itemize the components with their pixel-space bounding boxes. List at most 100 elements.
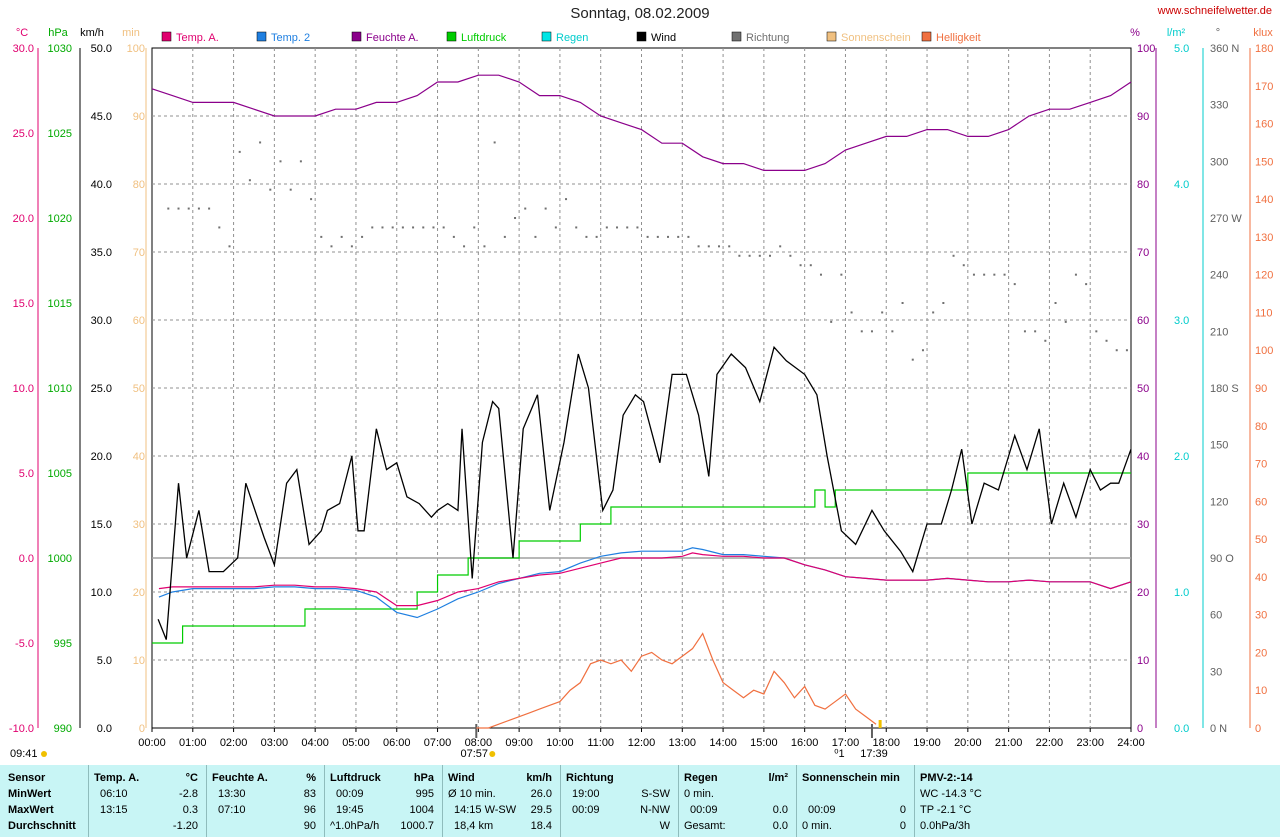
direction-point	[605, 226, 608, 229]
legend-swatch	[921, 31, 932, 42]
rain-axis-tick: 0.0	[1174, 723, 1189, 735]
direction-point	[870, 330, 873, 333]
direction-point	[391, 226, 394, 229]
stats-temp-unit: °C	[185, 772, 198, 784]
time-note-left: 09:41	[10, 748, 38, 760]
light-axis-tick: 160	[1255, 119, 1273, 131]
direction-point	[340, 235, 343, 238]
direction-point	[667, 235, 670, 238]
direction-point	[585, 235, 588, 238]
light-axis-tick: 150	[1255, 156, 1273, 168]
direction-axis-tick: 60	[1210, 610, 1222, 622]
direction-point	[636, 226, 639, 229]
stats-direction-max: N-NW	[640, 804, 670, 816]
direction-point	[1054, 302, 1057, 304]
x-tick-label: 01:00	[179, 737, 207, 749]
stats-humidity-avg: 90	[303, 820, 316, 832]
direction-point	[167, 207, 170, 210]
direction-point	[983, 273, 986, 276]
stats-humidity-column: Feuchte A. % 13:30 83 07:10 96 90	[206, 765, 324, 837]
direction-point	[1044, 339, 1047, 342]
direction-point	[473, 226, 476, 229]
stats-direction-column: Richtung 19:00 S-SW 00:09 N-NW W	[560, 765, 678, 837]
stats-sunshine-max-time: 00:09	[808, 804, 836, 816]
stats-rain-duration: 0 min.	[684, 788, 714, 800]
x-tick-label: 08:00	[465, 737, 493, 749]
direction-point	[768, 254, 771, 257]
stats-direction-max-time: 00:09	[572, 804, 600, 816]
direction-point	[248, 179, 251, 182]
stats-wind-avg10: 26.0	[530, 788, 552, 800]
wind-axis-tick: 5.0	[97, 655, 112, 667]
x-tick-label: 13:00	[669, 737, 697, 749]
sun-icon	[41, 751, 47, 757]
humidity-axis-tick: 100	[1137, 43, 1155, 55]
stats-pressure-max: 1004	[409, 804, 434, 816]
stats-row-label: MinWert	[8, 788, 52, 800]
stats-wind-column: Wind km/h Ø 10 min. 26.0 14:15 W-SW 29.5…	[442, 765, 560, 837]
stats-sunshine-max: 0	[899, 804, 906, 816]
stats-humidity-min-time: 13:30	[218, 788, 246, 800]
axis-unit-label: km/h	[80, 27, 104, 39]
stats-pressure-min: 995	[415, 788, 434, 800]
stats-rain-total-label: Gesamt:	[684, 820, 726, 832]
wind-axis-tick: 40.0	[91, 179, 112, 191]
rain-axis-tick: 3.0	[1174, 315, 1189, 327]
direction-point	[697, 245, 700, 248]
direction-point	[738, 254, 741, 257]
site-url-link[interactable]: www.schneifelwetter.de	[1157, 5, 1272, 17]
x-tick-label: 12:00	[628, 737, 656, 749]
direction-point	[677, 235, 680, 238]
direction-point	[269, 188, 272, 191]
x-tick-label: 03:00	[261, 737, 289, 749]
direction-point	[595, 235, 598, 238]
direction-axis-tick: 270 W	[1210, 213, 1242, 225]
direction-point	[799, 264, 802, 267]
light-axis-tick: 50	[1255, 534, 1267, 546]
stats-temp-avg: -1.20	[172, 820, 198, 832]
wind-axis-tick: 15.0	[91, 519, 112, 531]
light-axis-tick: 70	[1255, 459, 1267, 471]
temp-axis-tick: 10.0	[13, 383, 34, 395]
humidity-axis-tick: 20	[1137, 587, 1149, 599]
wind-axis-tick: 30.0	[91, 315, 112, 327]
direction-point	[330, 245, 333, 248]
stats-humidity-max: 96	[303, 804, 316, 816]
direction-point	[616, 226, 619, 229]
direction-point	[656, 235, 659, 238]
direction-point	[758, 254, 761, 257]
x-tick-label: 24:00	[1117, 737, 1145, 749]
x-tick-label: 02:00	[220, 737, 248, 749]
direction-point	[921, 349, 924, 352]
stats-direction-avg: W	[659, 820, 670, 832]
sunshine-axis-tick: 30	[133, 519, 145, 531]
direction-point	[830, 320, 833, 323]
stats-pressure-header: Luftdruck	[330, 772, 381, 784]
direction-point	[1034, 330, 1037, 333]
direction-axis-tick: 0 N	[1210, 723, 1227, 735]
sunrise-icon	[489, 751, 496, 757]
x-tick-label: 14:00	[709, 737, 737, 749]
direction-axis-tick: 150	[1210, 440, 1228, 452]
direction-point	[310, 198, 313, 201]
direction-point	[626, 226, 629, 229]
direction-point	[728, 245, 731, 248]
sunshine-axis-tick: 100	[127, 43, 145, 55]
humidity-axis-tick: 40	[1137, 451, 1149, 463]
axis-unit-label: min	[122, 27, 140, 39]
pressure-axis-tick: 1015	[48, 298, 72, 310]
direction-point	[1023, 330, 1026, 333]
direction-point	[748, 254, 751, 257]
direction-point	[819, 273, 822, 276]
helligkeit-series-line	[476, 632, 877, 729]
direction-point	[707, 245, 710, 248]
direction-point	[840, 273, 843, 276]
light-axis-tick: 140	[1255, 194, 1273, 206]
light-axis-tick: 40	[1255, 572, 1267, 584]
x-tick-label: 11:00	[587, 737, 614, 749]
direction-point	[208, 207, 211, 210]
direction-point	[1003, 273, 1006, 276]
direction-point	[361, 235, 364, 238]
stats-wind-max-time: 14:15 W-SW	[454, 804, 517, 816]
weather-chart: 30.025.020.015.010.05.00.0-5.0-10.010301…	[9, 27, 1273, 760]
